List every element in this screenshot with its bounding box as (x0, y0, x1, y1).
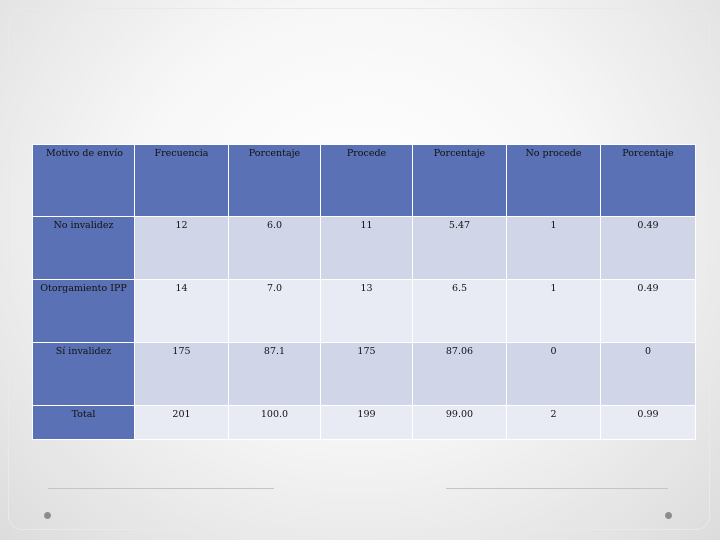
decorative-line-left (48, 488, 274, 489)
header-cell-frecuencia: Frecuencia (134, 144, 229, 217)
table-cell: 0.49 (600, 279, 696, 343)
header-cell-porcentaje-procede: Porcentaje (412, 144, 507, 217)
row-label-cell: No invalidez (32, 216, 135, 280)
table-cell: 100.0 (228, 405, 321, 440)
table-cell: 2 (506, 405, 601, 440)
header-cell-motivo: Motivo de envío (32, 144, 135, 217)
row-label-cell: Otorgamiento IPP (32, 279, 135, 343)
slide-frame (8, 8, 710, 530)
table-row: Sí invalidez 175 87.1 175 87.06 0 0 (32, 342, 696, 406)
row-label-cell: Sí invalidez (32, 342, 135, 406)
table-cell: 175 (320, 342, 413, 406)
header-cell-no-procede: No procede (506, 144, 601, 217)
table-cell: 1 (506, 279, 601, 343)
table-row: No invalidez 12 6.0 11 5.47 1 0.49 (32, 216, 696, 280)
table-cell: 175 (134, 342, 229, 406)
table-cell: 0.49 (600, 216, 696, 280)
decorative-dot-right-icon (665, 512, 672, 519)
table-cell: 0.99 (600, 405, 696, 440)
table-cell: 199 (320, 405, 413, 440)
header-cell-porcentaje-no-procede: Porcentaje (600, 144, 696, 217)
table-cell: 0 (506, 342, 601, 406)
table-cell: 13 (320, 279, 413, 343)
table-cell: 87.1 (228, 342, 321, 406)
table-cell: 201 (134, 405, 229, 440)
table-header-row: Motivo de envío Frecuencia Porcentaje Pr… (32, 144, 696, 217)
table-total-row: Total 201 100.0 199 99.00 2 0.99 (32, 405, 696, 440)
table-cell: 1 (506, 216, 601, 280)
table-cell: 5.47 (412, 216, 507, 280)
table-cell: 11 (320, 216, 413, 280)
table-cell: 7.0 (228, 279, 321, 343)
header-cell-procede: Procede (320, 144, 413, 217)
table-cell: 6.0 (228, 216, 321, 280)
table-cell: 0 (600, 342, 696, 406)
decorative-dot-left-icon (44, 512, 51, 519)
table-row: Otorgamiento IPP 14 7.0 13 6.5 1 0.49 (32, 279, 696, 343)
table-cell: 14 (134, 279, 229, 343)
data-table: Motivo de envío Frecuencia Porcentaje Pr… (32, 144, 696, 440)
table-cell: 87.06 (412, 342, 507, 406)
table-cell: 99.00 (412, 405, 507, 440)
table-cell: 6.5 (412, 279, 507, 343)
decorative-line-right (446, 488, 668, 489)
row-label-cell: Total (32, 405, 135, 440)
table-cell: 12 (134, 216, 229, 280)
header-cell-porcentaje: Porcentaje (228, 144, 321, 217)
